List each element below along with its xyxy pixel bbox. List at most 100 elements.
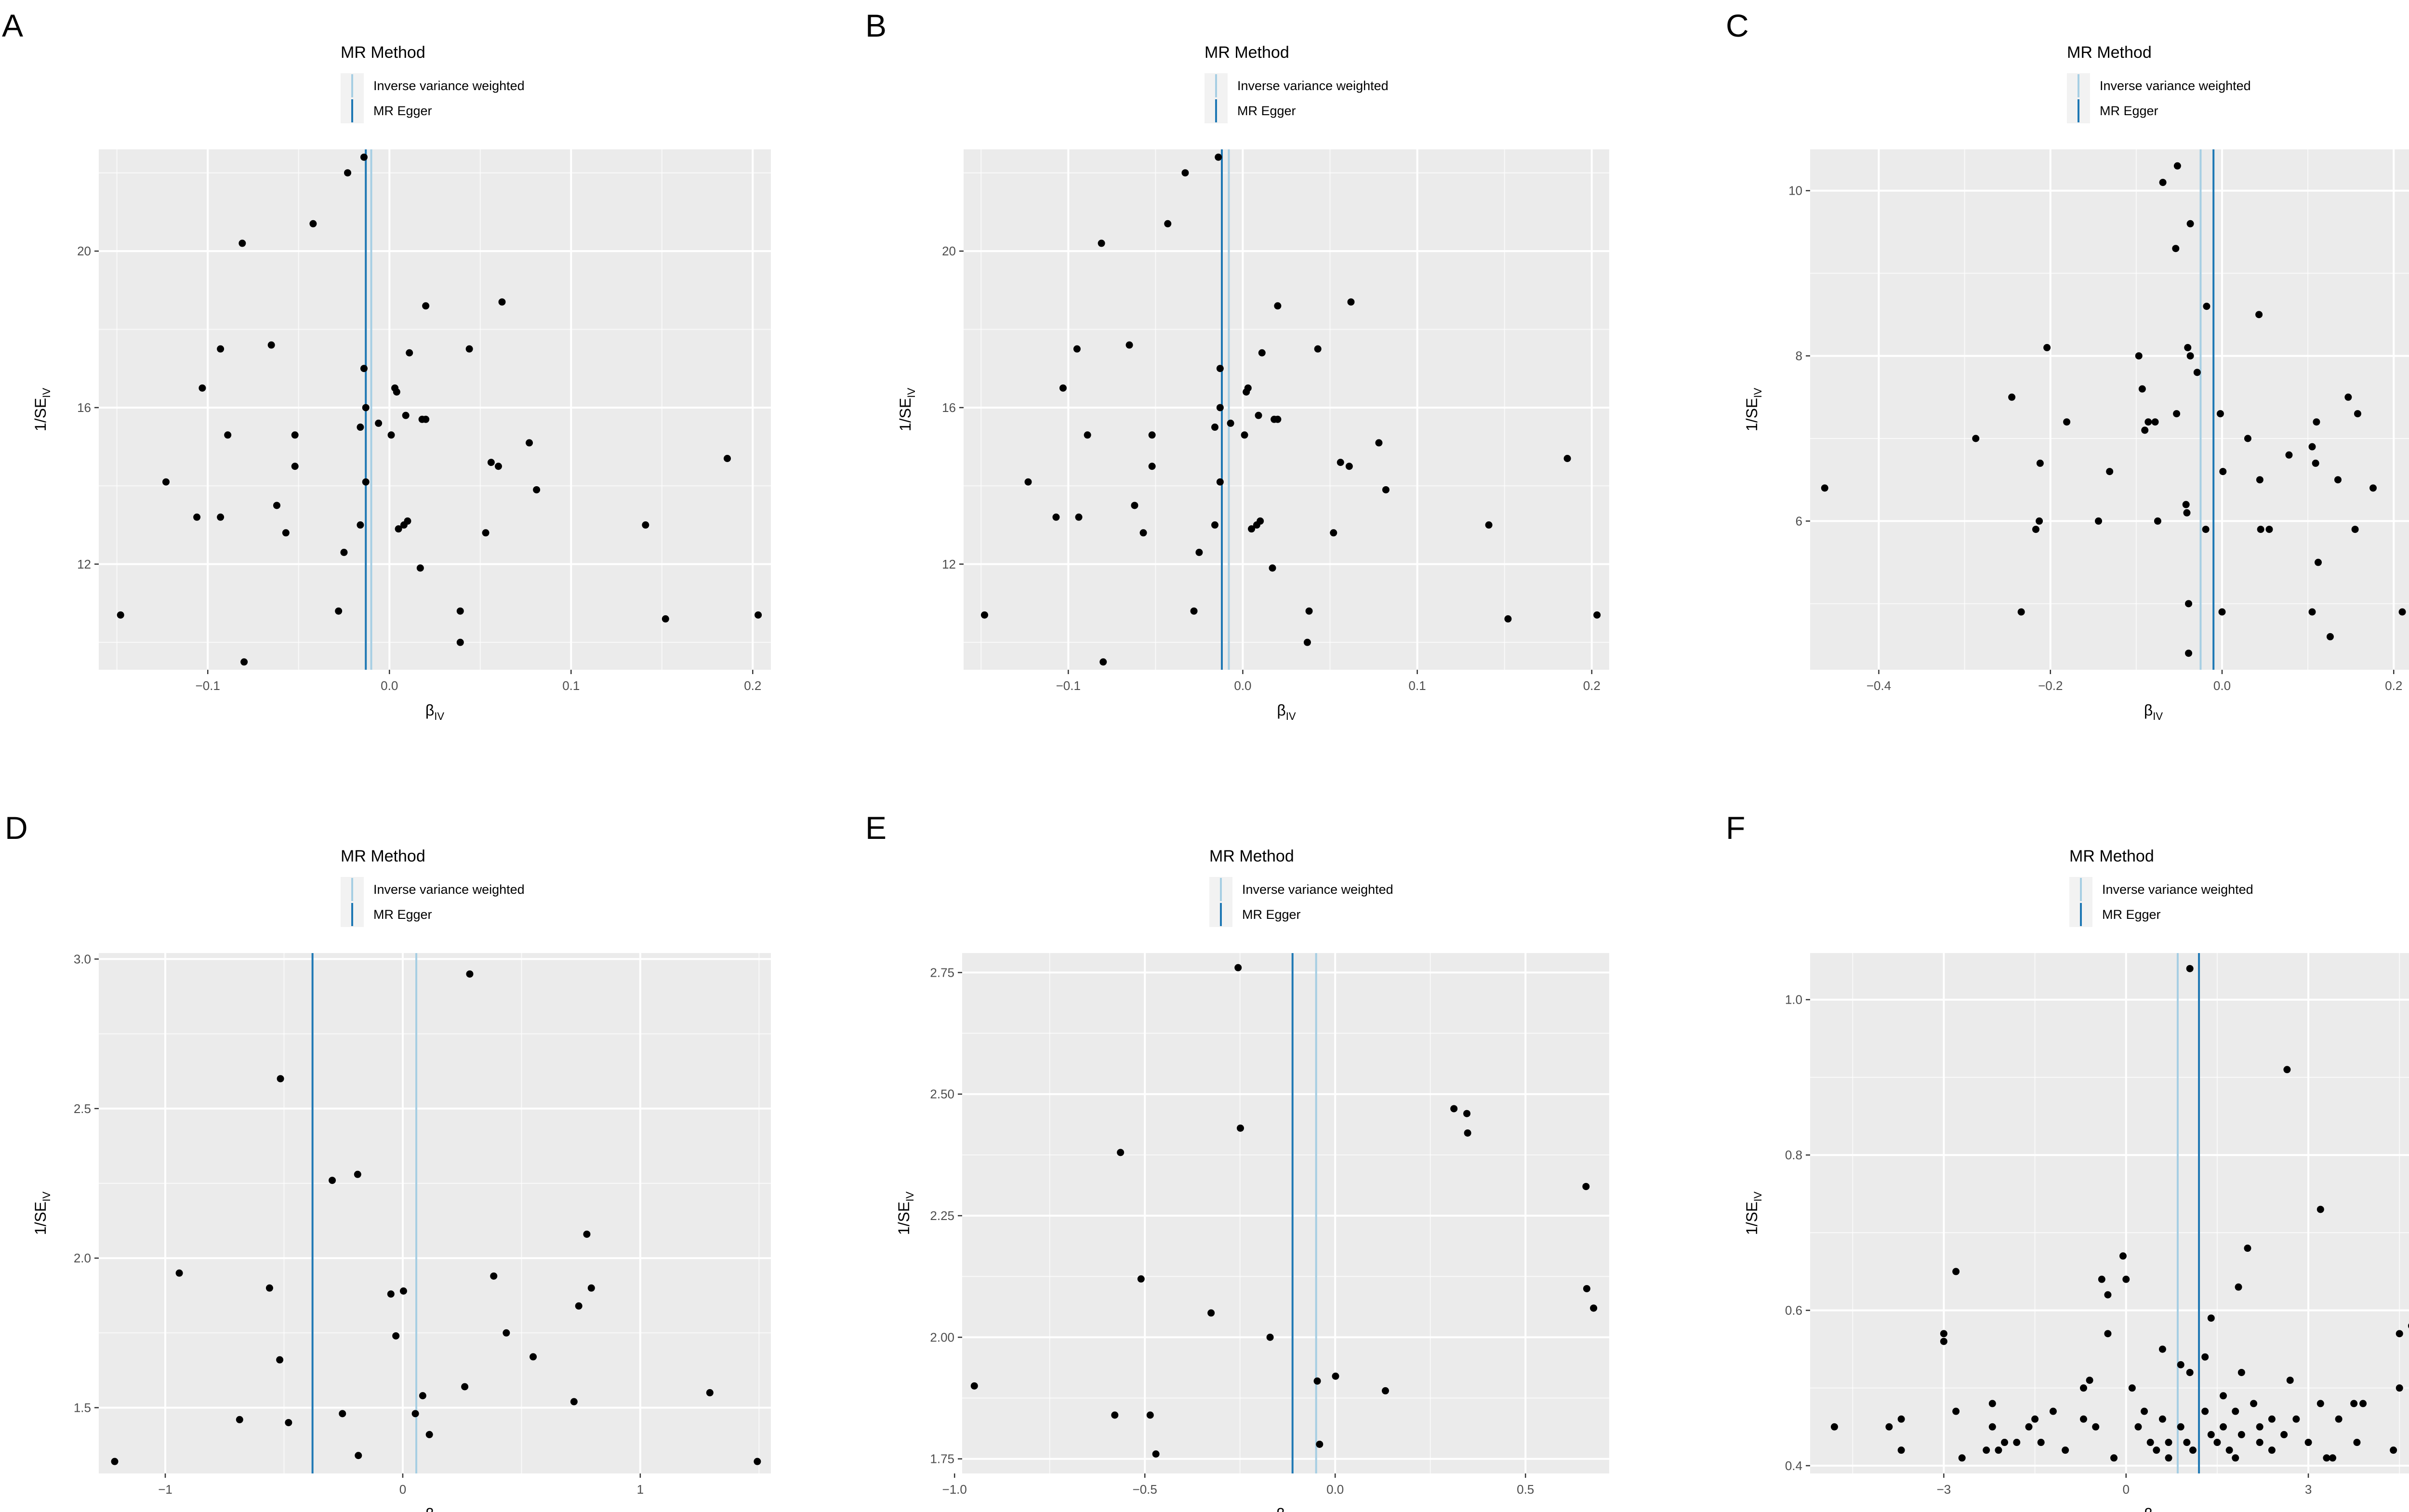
data-point xyxy=(2312,459,2319,467)
data-point xyxy=(395,525,402,533)
y-tick-label: 16 xyxy=(77,400,91,415)
data-point xyxy=(1059,384,1067,392)
legend-item-label: MR Egger xyxy=(373,907,432,922)
x-tick-label: 0.2 xyxy=(744,678,761,693)
data-point xyxy=(422,415,430,423)
data-point xyxy=(2154,517,2161,525)
data-point xyxy=(2256,1439,2263,1446)
panel-B: B MR Method Inverse variance weighted MR Eg… xyxy=(865,8,1609,722)
data-point xyxy=(2122,1275,2130,1283)
x-tick-label: 0.2 xyxy=(1583,678,1601,693)
data-point xyxy=(240,658,248,666)
data-point xyxy=(2031,1415,2039,1423)
data-point xyxy=(2119,1252,2127,1260)
data-point xyxy=(282,529,290,537)
data-point xyxy=(456,607,464,615)
data-point xyxy=(360,153,368,161)
data-point xyxy=(1345,463,1353,470)
data-point xyxy=(2153,1446,2160,1454)
data-point xyxy=(2235,1283,2242,1291)
data-point xyxy=(1504,615,1512,623)
data-point xyxy=(2285,451,2293,459)
legend-item-label: MR Egger xyxy=(2102,907,2161,922)
legend-item-label: Inverse variance weighted xyxy=(1237,79,1389,93)
data-point xyxy=(2304,1439,2312,1446)
data-point xyxy=(2265,526,2273,533)
data-point xyxy=(2013,1439,2021,1446)
data-point xyxy=(2316,1206,2324,1213)
data-point xyxy=(1148,431,1156,439)
panel-letter: E xyxy=(865,810,887,846)
data-point xyxy=(1952,1407,1960,1415)
data-point xyxy=(411,1410,419,1418)
data-point xyxy=(2095,517,2102,525)
data-point xyxy=(1216,404,1224,411)
data-point xyxy=(465,345,473,353)
data-point xyxy=(461,1383,469,1391)
data-point xyxy=(2138,385,2146,393)
data-point xyxy=(2098,1275,2105,1283)
y-tick-label: 2.00 xyxy=(930,1330,954,1344)
data-point xyxy=(357,424,364,431)
y-tick-label: 2.50 xyxy=(930,1087,954,1101)
data-point xyxy=(2237,1431,2245,1438)
data-point xyxy=(193,513,201,521)
data-point xyxy=(1181,169,1189,177)
data-point xyxy=(2201,1353,2209,1361)
data-point xyxy=(2220,1423,2227,1431)
legend-title: MR Method xyxy=(2069,847,2154,865)
y-tick-label: 20 xyxy=(942,244,956,258)
data-point xyxy=(1885,1423,1893,1431)
data-point xyxy=(2186,220,2194,227)
data-point xyxy=(117,611,124,619)
data-point xyxy=(494,463,502,470)
data-point xyxy=(2184,344,2192,351)
data-point xyxy=(724,455,731,463)
legend-title: MR Method xyxy=(2067,43,2152,62)
data-point xyxy=(2017,608,2025,616)
data-point xyxy=(2268,1415,2276,1423)
data-point xyxy=(399,1287,407,1295)
data-point xyxy=(2344,393,2352,401)
data-point xyxy=(1988,1400,1996,1407)
data-point xyxy=(1266,1333,1274,1341)
data-point xyxy=(2244,435,2251,442)
data-point xyxy=(498,298,506,306)
data-point xyxy=(1381,1387,1389,1394)
data-point xyxy=(357,521,364,529)
data-point xyxy=(2185,650,2193,657)
data-point xyxy=(1098,239,1105,247)
data-point xyxy=(2185,600,2193,608)
data-point xyxy=(1830,1423,1838,1431)
data-point xyxy=(1593,611,1601,619)
data-point xyxy=(217,345,225,353)
data-point xyxy=(1215,153,1222,161)
data-point xyxy=(362,404,370,411)
y-axis-title: 1/SEIV xyxy=(32,388,53,431)
data-point xyxy=(1084,431,1091,439)
data-point xyxy=(2158,1345,2166,1353)
y-tick-label: 2.5 xyxy=(74,1101,91,1116)
data-point xyxy=(1137,1275,1145,1283)
data-point xyxy=(1582,1182,1590,1190)
data-point xyxy=(329,1177,336,1184)
data-point xyxy=(2315,558,2322,566)
data-point xyxy=(2182,501,2190,508)
data-point xyxy=(400,521,408,529)
panel-letter: C xyxy=(1726,8,1749,43)
panel-background xyxy=(1810,953,2409,1473)
data-point xyxy=(1207,1309,1215,1317)
data-point xyxy=(2308,608,2316,616)
data-point xyxy=(375,419,383,427)
panel-A: A MR Method Inverse variance weighted MR Eg… xyxy=(2,8,771,722)
data-point xyxy=(754,1458,761,1465)
data-point xyxy=(2334,476,2342,484)
data-point xyxy=(2396,1330,2403,1338)
data-point xyxy=(1330,529,1337,537)
y-tick-label: 0.8 xyxy=(1785,1148,1802,1162)
data-point xyxy=(2213,1439,2221,1446)
data-point xyxy=(1146,1411,1154,1419)
data-point xyxy=(1253,521,1260,529)
data-point xyxy=(2283,1066,2291,1074)
